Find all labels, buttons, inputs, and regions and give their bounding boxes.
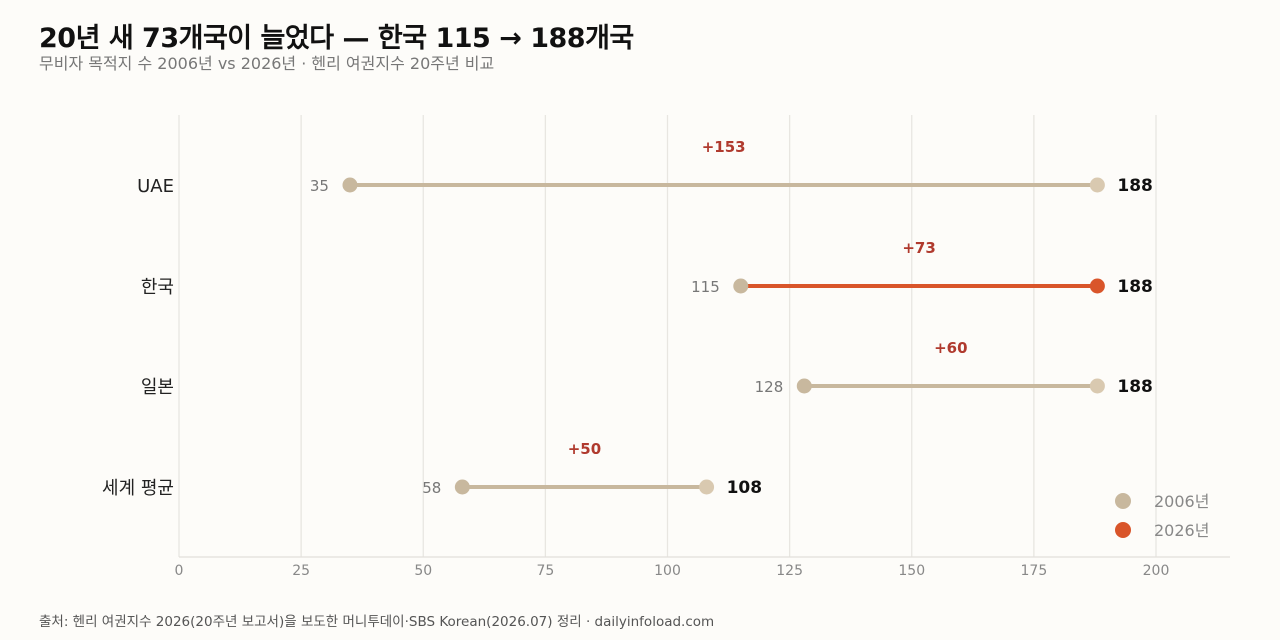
difference-label: +73: [902, 239, 935, 257]
category-label: 일본: [141, 377, 174, 398]
start-point: [454, 479, 470, 495]
difference-label: +153: [702, 138, 746, 156]
end-value-label: 188: [1117, 176, 1153, 196]
end-value-label: 188: [1117, 377, 1153, 397]
x-tick-label: 150: [898, 563, 925, 579]
end-point: [1089, 278, 1105, 294]
difference-label: +60: [934, 339, 967, 357]
legend-label: 2026년: [1154, 521, 1209, 540]
category-label: 한국: [141, 277, 174, 298]
x-tick-label: 0: [175, 563, 184, 579]
end-value-label: 108: [727, 478, 763, 498]
category-label: 세계 평균: [102, 478, 174, 499]
difference-label: +50: [568, 440, 601, 458]
legend-marker: [1115, 493, 1131, 509]
end-value-label: 188: [1117, 277, 1153, 297]
start-value-label: 128: [755, 378, 784, 396]
x-tick-label: 100: [654, 563, 681, 579]
category-label: UAE: [137, 176, 174, 197]
x-tick-label: 75: [536, 563, 554, 579]
x-tick-label: 125: [776, 563, 803, 579]
legend-marker: [1115, 522, 1131, 538]
start-value-label: 58: [422, 479, 441, 497]
start-point: [342, 177, 358, 193]
x-tick-label: 175: [1021, 563, 1048, 579]
legend-label: 2006년: [1154, 492, 1209, 511]
start-value-label: 35: [310, 177, 329, 195]
start-value-label: 115: [691, 278, 720, 296]
chart-title: 20년 새 73개국이 늘었다 — 한국 115 → 188개국: [39, 23, 634, 54]
source-note: 출처: 헨리 여권지수 2026(20주년 보고서)을 보도한 머니투데이·SB…: [39, 614, 715, 630]
start-point: [733, 278, 749, 294]
x-tick-label: 200: [1143, 563, 1170, 579]
end-point: [1089, 378, 1105, 394]
end-point: [699, 479, 715, 495]
start-point: [796, 378, 812, 394]
chart-subtitle: 무비자 목적지 수 2006년 vs 2026년 · 헨리 여권지수 20주년 …: [39, 54, 495, 73]
x-tick-label: 50: [414, 563, 432, 579]
end-point: [1089, 177, 1105, 193]
x-tick-label: 25: [292, 563, 310, 579]
